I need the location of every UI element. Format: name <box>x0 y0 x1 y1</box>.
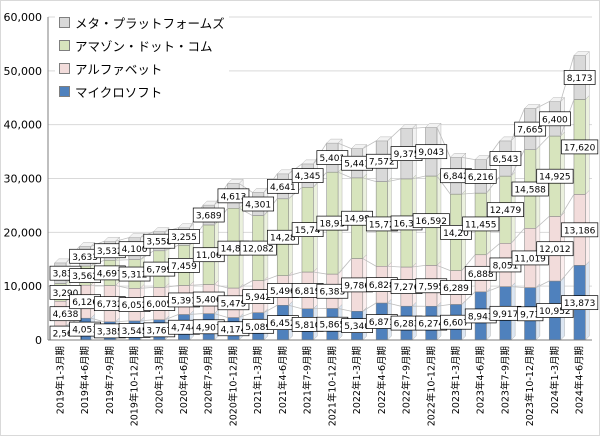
y-tick-label: 10,000 <box>4 280 43 293</box>
data-label-text: 4,641 <box>270 183 296 193</box>
legend-item-amazon: アマゾン・ドット・コム <box>59 34 225 57</box>
data-label-text: 9,043 <box>418 148 444 158</box>
data-label-text: 3,689 <box>196 212 222 222</box>
data-label: 3,689 <box>193 208 224 222</box>
data-label: 3,255 <box>169 230 200 244</box>
y-tick-label: 0 <box>35 334 42 347</box>
data-label: 6,543 <box>490 151 521 165</box>
y-tick-label: 50,000 <box>4 65 43 78</box>
x-tick-label: 2022年10-12月期 <box>425 346 437 426</box>
data-label-text: 6,289 <box>443 284 469 294</box>
data-labels: 2,5654,6383,2903,8374,0516,1263,5623,633… <box>50 70 598 340</box>
data-label-text: 4,638 <box>53 310 79 320</box>
data-label: 13,186 <box>561 223 597 237</box>
legend-swatch <box>59 40 70 51</box>
data-label: 9,043 <box>416 145 447 159</box>
x-tick-label: 2020年7-9月期 <box>203 346 215 414</box>
data-label-text: 4,345 <box>295 172 321 182</box>
data-label: 6,216 <box>465 169 496 183</box>
y-tick-label: 60,000 <box>4 11 43 24</box>
data-label-text: 12,012 <box>539 245 571 255</box>
data-label-text: 6,543 <box>493 155 519 165</box>
legend-item-microsoft: マイクロソフト <box>59 80 225 103</box>
y-tick-label: 40,000 <box>4 119 43 132</box>
x-tick-label: 2021年4-6月期 <box>277 346 289 414</box>
data-label: 6,400 <box>539 112 570 126</box>
data-label-text: 17,620 <box>564 143 596 153</box>
legend-item-meta: メタ・プラットフォームズ <box>59 11 225 34</box>
legend-swatch <box>59 86 70 97</box>
data-label-text: 13,186 <box>564 226 596 236</box>
x-tick-label: 2019年1-3月期 <box>54 346 66 414</box>
x-tick-label: 2022年7-9月期 <box>401 346 413 414</box>
data-label: 6,289 <box>441 281 472 295</box>
legend-item-alphabet: アルファベット <box>59 57 225 80</box>
data-label-text: 9,917 <box>493 310 519 320</box>
data-label-text: 8,173 <box>567 74 593 84</box>
legend-swatch <box>59 17 70 28</box>
data-label: 17,620 <box>561 140 597 154</box>
data-label-text: 11,455 <box>465 220 497 230</box>
data-label: 13,873 <box>561 296 597 310</box>
data-label: 12,479 <box>487 203 523 217</box>
legend-label: マイクロソフト <box>75 82 162 101</box>
x-tick-label: 2019年7-9月期 <box>104 346 116 414</box>
x-tick-label: 2019年10-12月期 <box>129 346 141 426</box>
legend-label: メタ・プラットフォームズ <box>75 13 225 32</box>
x-tick-label: 2021年1-3月期 <box>252 346 264 414</box>
series-connector <box>388 128 401 140</box>
x-tick-label: 2022年1-3月期 <box>351 346 363 414</box>
x-tick-label: 2021年10-12月期 <box>326 346 338 426</box>
data-label: 8,173 <box>564 70 595 84</box>
x-tick-label: 2020年4-6月期 <box>178 346 190 414</box>
x-tick-label: 2019年4-6月期 <box>79 346 91 414</box>
x-tick-label: 2024年1-3月期 <box>549 346 561 414</box>
x-tick-label: 2023年7-9月期 <box>499 346 511 414</box>
data-label: 14,588 <box>512 182 548 196</box>
x-tick-label: 2022年4-6月期 <box>376 346 388 414</box>
data-label: 4,301 <box>243 197 274 211</box>
legend-swatch <box>59 63 70 74</box>
data-label: 14,925 <box>537 169 573 183</box>
data-label: 11,455 <box>463 217 499 231</box>
data-label: 4,345 <box>292 169 323 183</box>
legend-label: アルファベット <box>75 59 162 78</box>
data-label: 9,917 <box>490 306 521 320</box>
data-label-text: 4,301 <box>245 200 271 210</box>
x-tick-label: 2023年10-12月期 <box>524 346 536 426</box>
data-label-text: 13,873 <box>564 299 596 309</box>
x-tick-label: 2023年4-6月期 <box>475 346 487 414</box>
data-label-text: 6,216 <box>468 173 494 183</box>
data-label-text: 12,479 <box>490 206 522 216</box>
data-label-text: 3,255 <box>171 233 197 243</box>
legend: メタ・プラットフォームズアマゾン・ドット・コムアルファベットマイクロソフト <box>55 9 229 105</box>
x-tick-label: 2020年10-12月期 <box>227 346 239 426</box>
y-tick-label: 20,000 <box>4 226 43 239</box>
x-tick-label: 2021年7-9月期 <box>302 346 314 414</box>
x-tick-label: 2020年1-3月期 <box>153 346 165 414</box>
x-tick-label: 2023年1-3月期 <box>450 346 462 414</box>
data-label-text: 7,665 <box>517 126 543 136</box>
legend-label: アマゾン・ドット・コム <box>75 36 213 55</box>
series-connector <box>116 260 129 261</box>
data-label-text: 12,082 <box>242 245 274 255</box>
data-label-text: 14,588 <box>514 186 546 196</box>
data-label-text: 7,459 <box>171 262 197 272</box>
x-tick-label: 2024年4-6月期 <box>574 346 586 414</box>
data-label-text: 6,400 <box>542 115 568 125</box>
data-label-text: 14,925 <box>539 173 571 183</box>
y-tick-label: 30,000 <box>4 173 43 186</box>
data-label: 12,012 <box>537 242 573 256</box>
